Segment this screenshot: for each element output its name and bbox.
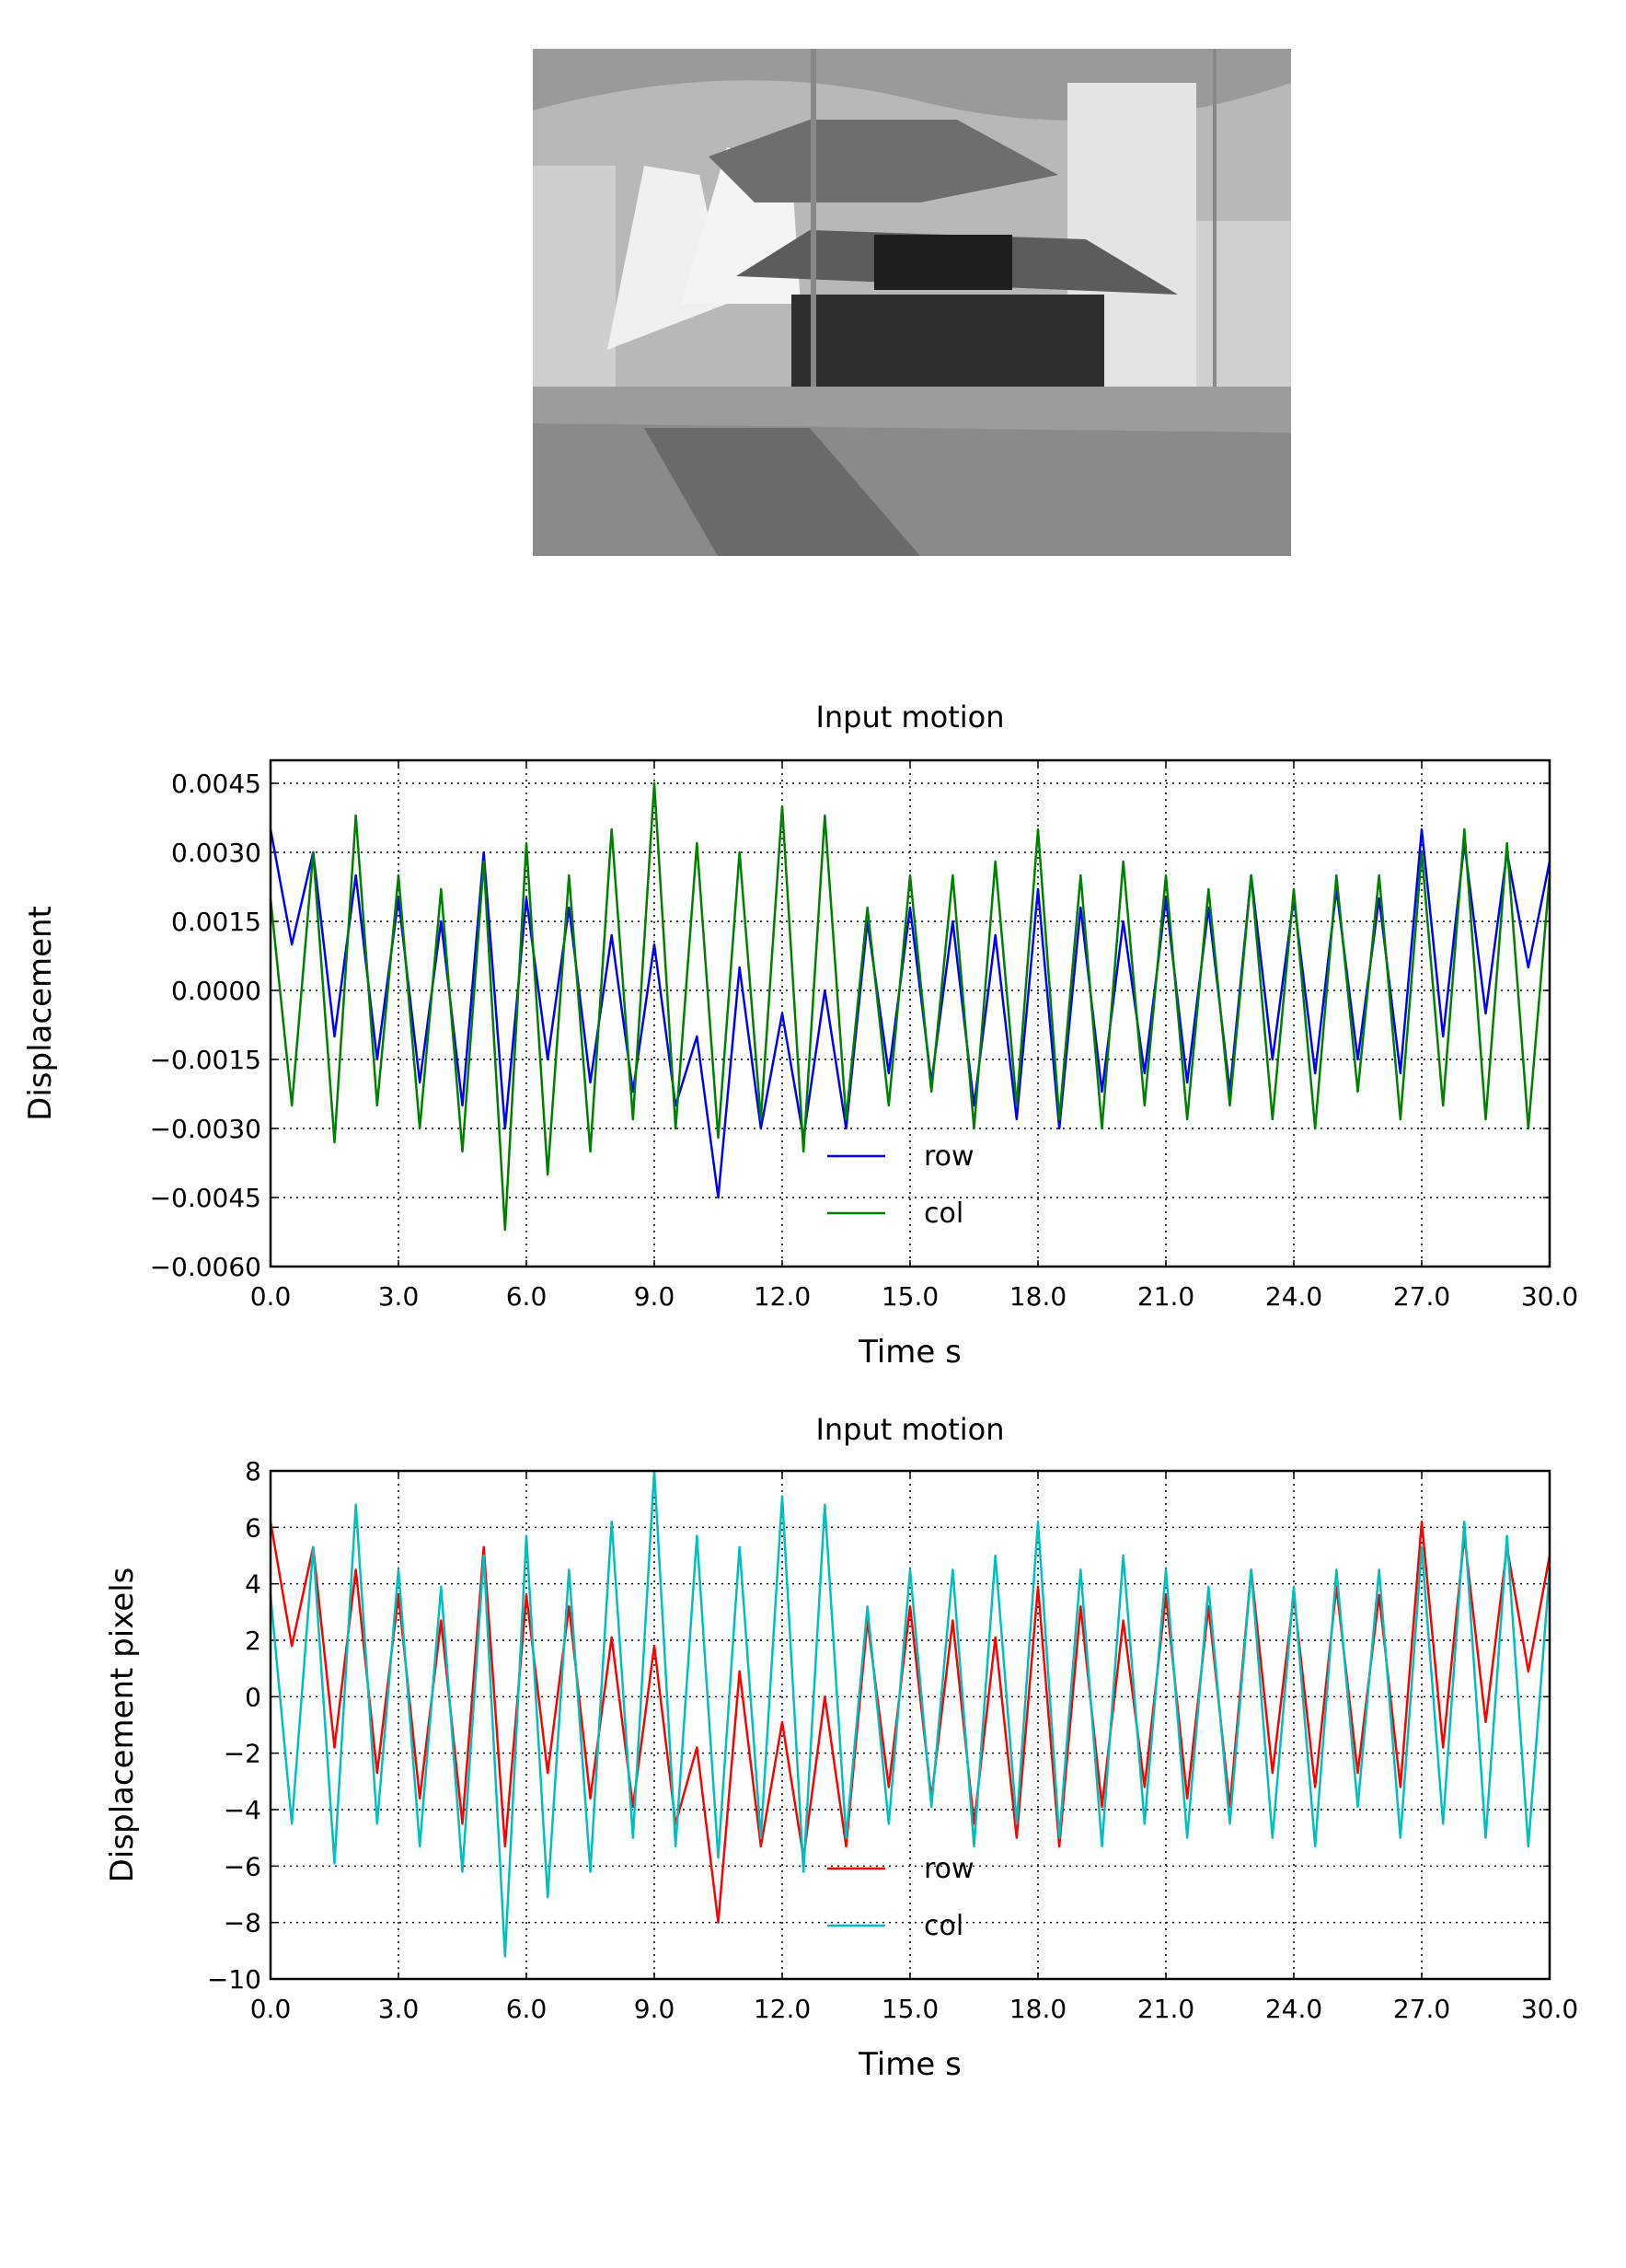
photo-building [1196,221,1291,414]
y-tick-label: −6 [224,1851,261,1881]
y-tick-label: −2 [224,1739,261,1769]
x-axis-label: Time s [858,1334,962,1371]
x-tick-label: 27.0 [1393,1994,1450,2024]
legend: row col [827,1853,974,1942]
x-tick-label: 0.0 [250,1281,292,1312]
y-tick-label: 0.0045 [171,769,261,799]
chart: Input motion 0.0 3.0 6.0 9.0 12.0 15.0 18.0 21.0… [104,1412,1578,2083]
y-axis-label: Displacement [22,906,59,1121]
y-axis-label: Displacement pixels [104,1568,141,1883]
photo-pole [1213,49,1217,435]
chart-title: Input motion [815,1412,1004,1447]
x-tick-label: 6.0 [506,1281,548,1312]
y-tick-label: 0 [245,1682,261,1712]
y-tick-label: 4 [245,1569,261,1600]
x-tick-label: 3.0 [378,1994,420,2024]
photo-fence [533,387,1291,433]
x-tick-label: 24.0 [1265,1281,1322,1312]
plot-frame [269,1469,1551,1981]
chart: Input motion 0.0 3.0 6.0 9.0 12.0 15.0 18.0 21.0… [22,700,1578,1371]
x-tick-label: 30.0 [1521,1994,1578,2024]
photo-stairs [644,428,920,556]
y-tick-label: −0.0015 [150,1045,261,1075]
legend-label: col [924,1910,963,1942]
x-tick-label: 9.0 [634,1994,675,2024]
photo-ground [533,423,1291,556]
photo-sign [874,235,1012,290]
x-tick-label: 12.0 [754,1994,811,2024]
data-line [269,827,1551,1199]
y-tick-label: 0.0030 [171,838,261,868]
x-tick-label: 9.0 [634,1281,675,1312]
photo-pole [811,49,816,435]
chart-title: Input motion [815,700,1004,735]
y-tick-label: 8 [245,1456,261,1487]
y-tick-label: 2 [245,1626,261,1656]
data-line [269,1520,1551,1924]
x-tick-label: 0.0 [250,1994,292,2024]
y-tick-label: −0.0045 [150,1183,261,1213]
x-tick-label: 30.0 [1521,1281,1578,1312]
y-tick-label: −8 [224,1908,261,1938]
y-tick-label: 6 [245,1512,261,1543]
x-tick-label: 12.0 [754,1281,811,1312]
y-tick-label: 0.0000 [171,976,261,1006]
plot-frame [269,758,1551,1268]
x-tick-label: 3.0 [378,1281,420,1312]
x-tick-label: 18.0 [1009,1994,1067,2024]
legend: row col [827,1140,974,1230]
data-line [269,781,1551,1232]
y-tick-label: −10 [207,1964,261,1995]
x-tick-label: 21.0 [1137,1281,1194,1312]
x-tick-label: 15.0 [882,1281,939,1312]
y-tick-label: 0.0015 [171,907,261,937]
x-tick-label: 15.0 [882,1994,939,2024]
x-tick-label: 6.0 [506,1994,548,2024]
x-tick-label: 18.0 [1009,1281,1067,1312]
legend-label: row [924,1140,974,1173]
photo [533,49,1291,556]
legend-label: row [924,1853,974,1885]
x-axis-label: Time s [858,2046,962,2083]
y-tick-label: −0.0030 [150,1114,261,1144]
legend-label: col [924,1198,963,1230]
photo-building [533,166,616,414]
y-tick-label: −0.0060 [150,1252,261,1282]
data-line [269,1469,1551,1958]
x-tick-label: 27.0 [1393,1281,1450,1312]
photo-roof [709,120,1058,202]
x-tick-label: 24.0 [1265,1994,1322,2024]
y-tick-label: −4 [224,1795,261,1825]
x-tick-label: 21.0 [1137,1994,1194,2024]
